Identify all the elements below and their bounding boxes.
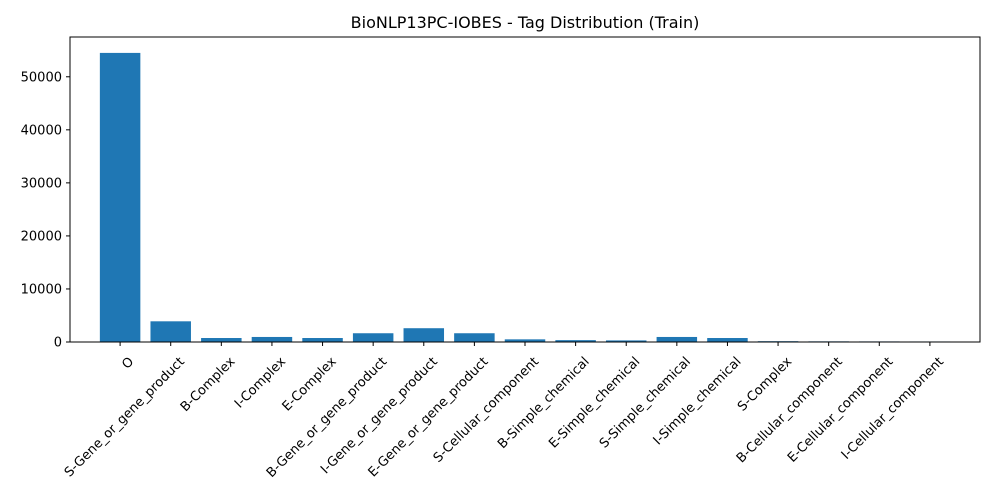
bar-o xyxy=(99,52,141,342)
x-axis: OS-Gene_or_gene_productB-ComplexI-Comple… xyxy=(62,342,947,481)
bars-group xyxy=(99,52,951,342)
y-tick-label: 10000 xyxy=(21,282,62,297)
bar-e-gene-or-gene-product xyxy=(454,333,495,342)
bar-s-gene-or-gene-product xyxy=(150,321,191,342)
x-tick-label: B-Simple_chemical xyxy=(495,354,593,452)
x-tick-label: S-Simple_chemical xyxy=(597,354,694,451)
x-tick-label: E-Simple_chemical xyxy=(546,354,643,451)
y-tick-label: 50000 xyxy=(21,70,62,85)
bar-i-gene-or-gene-product xyxy=(403,328,445,342)
x-tick-label: B-Complex xyxy=(178,354,239,415)
bar-s-cellular-component xyxy=(504,339,546,342)
bar-i-complex xyxy=(251,336,293,342)
plot-frame xyxy=(69,36,981,343)
y-axis: 0 10000 20000 30000 40000 50000 xyxy=(21,70,70,351)
bar-e-complex xyxy=(302,338,343,342)
bar-e-simple-chemical xyxy=(605,340,647,342)
chart-title: BioNLP13PC-IOBES - Tag Distribution (Tra… xyxy=(351,13,700,32)
y-tick-label: 0 xyxy=(54,336,62,351)
x-tick-label: O xyxy=(119,354,137,372)
x-tick-label: I-Simple_chemical xyxy=(651,354,745,448)
y-tick-label: 30000 xyxy=(21,176,62,191)
y-tick-label: 40000 xyxy=(21,123,62,138)
x-tick-label: I-Cellular_component xyxy=(839,354,947,462)
bar-b-complex xyxy=(201,338,242,342)
y-tick-label: 20000 xyxy=(21,229,62,244)
bar-b-simple-chemical xyxy=(555,340,596,342)
bar-s-simple-chemical xyxy=(656,336,698,342)
x-tick-label: S-Gene_or_gene_product xyxy=(62,354,188,480)
bar-b-gene-or-gene-product xyxy=(352,333,394,342)
bar-i-simple-chemical xyxy=(707,338,748,342)
